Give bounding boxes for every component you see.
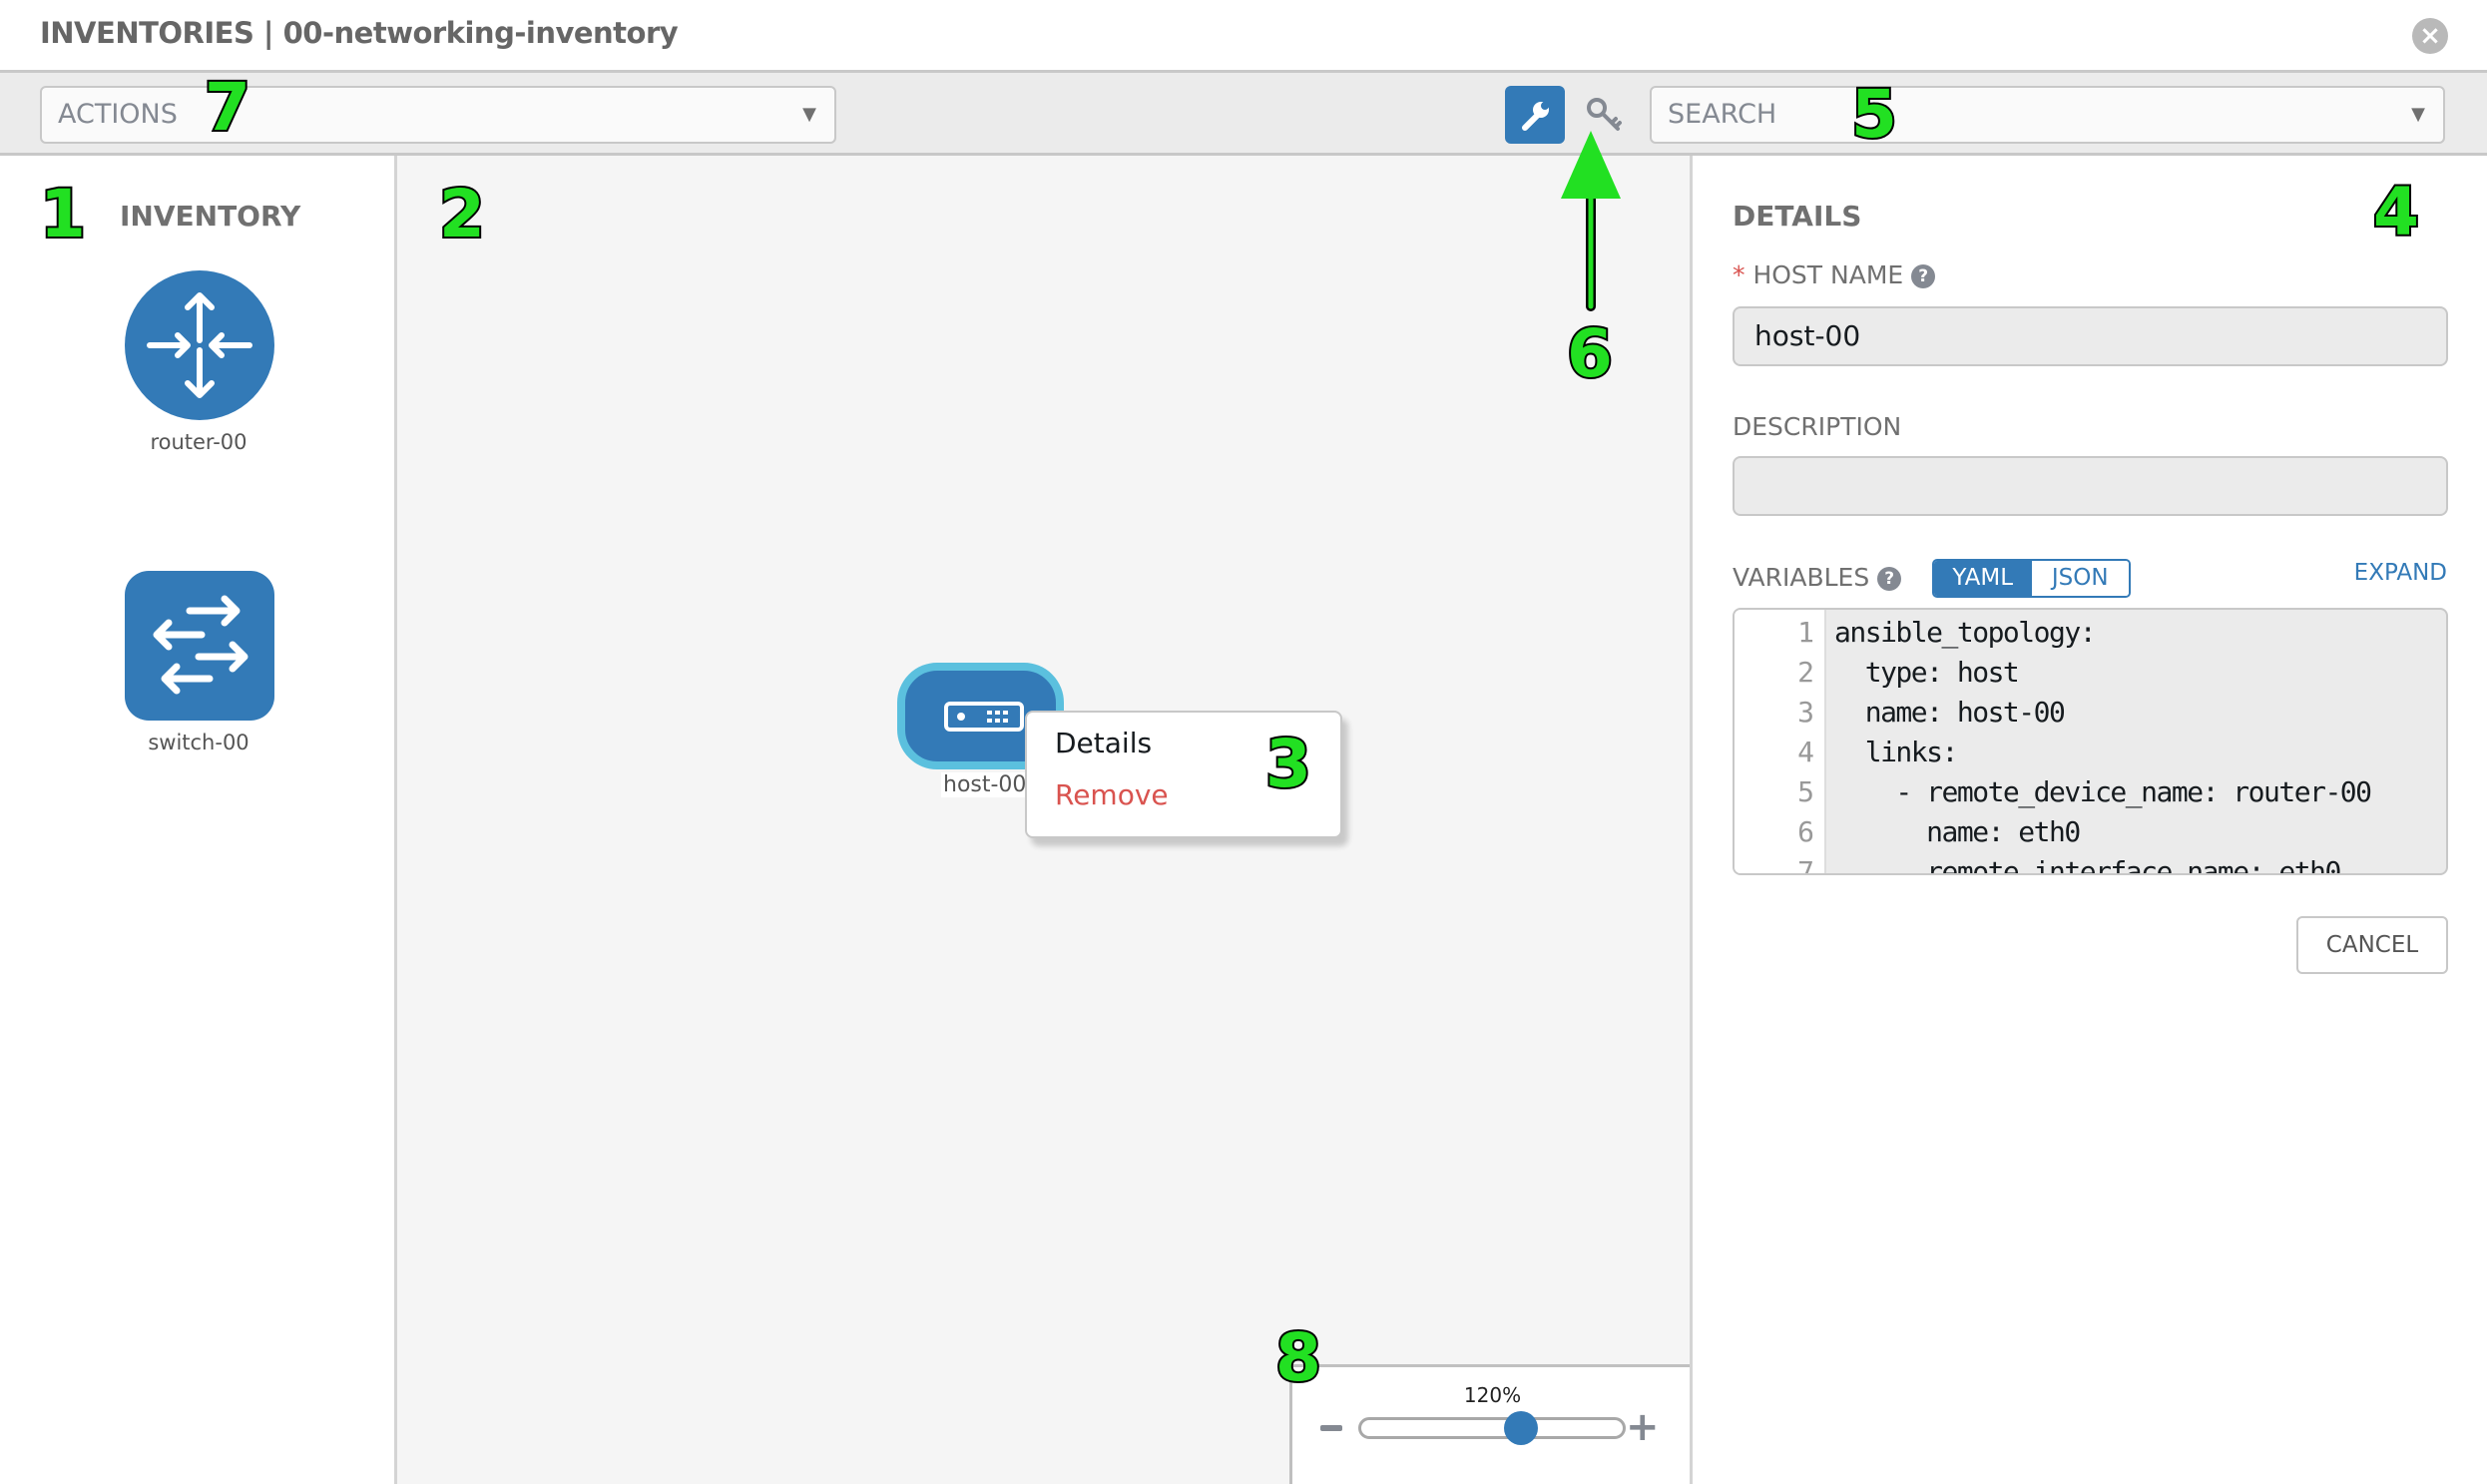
json-toggle[interactable]: JSON <box>2031 561 2129 596</box>
inventory-title: INVENTORY <box>120 200 301 233</box>
search-placeholder: SEARCH <box>1668 99 1777 130</box>
code-line: name: host-00 <box>1834 696 2066 729</box>
annotation-7: 7 <box>203 69 252 146</box>
context-menu: Details Remove <box>1025 711 1342 838</box>
code-line: remote_interface_name: eth0 <box>1834 855 2341 875</box>
actions-placeholder: ACTIONS <box>58 99 178 130</box>
zoom-control: 120% + <box>1289 1364 1690 1484</box>
required-mark: * <box>1733 260 1745 289</box>
expand-link[interactable]: EXPAND <box>2353 560 2447 586</box>
annotation-4: 4 <box>2371 174 2421 250</box>
line-number: 4 <box>1797 736 1814 768</box>
host-name-input[interactable]: host-00 <box>1733 306 2448 366</box>
line-number: 7 <box>1797 855 1814 875</box>
variables-text: VARIABLES <box>1733 563 1870 592</box>
inventory-panel: INVENTORY router-00 switch-00 <box>0 156 397 1484</box>
line-number: 3 <box>1797 696 1814 729</box>
line-number-gutter: 1 2 3 4 5 6 7 <box>1735 610 1826 875</box>
zoom-slider-handle[interactable] <box>1504 1411 1538 1445</box>
line-number: 6 <box>1797 815 1814 848</box>
annotation-2: 2 <box>437 176 487 252</box>
wrench-icon[interactable] <box>1505 86 1565 144</box>
zoom-in-icon[interactable]: + <box>1626 1404 1660 1450</box>
topology-canvas[interactable]: host-00 Details Remove 120% + <box>397 156 1690 1484</box>
zoom-out-icon[interactable] <box>1320 1425 1342 1431</box>
zoom-level: 120% <box>1463 1383 1522 1407</box>
annotation-1: 1 <box>38 176 88 252</box>
host-label: host-00 <box>941 772 1029 797</box>
code-line: type: host <box>1834 656 2020 689</box>
server-icon <box>944 702 1024 732</box>
zoom-slider[interactable] <box>1358 1417 1626 1439</box>
actions-dropdown[interactable]: ACTIONS ▼ <box>40 86 836 144</box>
key-icon[interactable] <box>1582 93 1626 137</box>
annotation-6: 6 <box>1565 315 1615 392</box>
context-menu-remove[interactable]: Remove <box>1055 778 1169 811</box>
annotation-8: 8 <box>1273 1319 1323 1396</box>
description-label: DESCRIPTION <box>1733 412 1902 441</box>
annotation-5: 5 <box>1849 76 1899 153</box>
code-line: name: eth0 <box>1834 815 2081 848</box>
search-dropdown[interactable]: SEARCH ▼ <box>1650 86 2445 144</box>
close-icon[interactable]: × <box>2412 18 2448 54</box>
help-icon[interactable]: ? <box>1911 264 1936 288</box>
router-label: router-00 <box>150 430 248 454</box>
details-title: DETAILS <box>1733 200 1862 233</box>
variables-label: VARIABLES? <box>1733 563 1902 592</box>
line-number: 1 <box>1797 616 1814 649</box>
chevron-down-icon: ▼ <box>2411 104 2425 125</box>
line-number: 5 <box>1797 775 1814 808</box>
cancel-button[interactable]: CANCEL <box>2296 916 2448 974</box>
context-menu-details[interactable]: Details <box>1055 727 1153 759</box>
host-name-label: * HOST NAME? <box>1733 260 1936 289</box>
help-icon[interactable]: ? <box>1877 567 1902 591</box>
code-line: - remote_device_name: router-00 <box>1834 775 2372 808</box>
toolbar: ACTIONS ▼ SEARCH ▼ <box>0 73 2487 156</box>
page-title: INVENTORIES | 00-networking-inventory <box>40 16 679 50</box>
variables-editor[interactable]: 1 2 3 4 5 6 7 ansible_topology: type: host nam… <box>1733 608 2448 875</box>
format-toggle: YAML JSON <box>1932 559 2131 598</box>
code-line: links: <box>1834 736 1959 768</box>
switch-icon[interactable] <box>125 571 274 721</box>
chevron-down-icon: ▼ <box>802 104 816 125</box>
details-panel: DETAILS * HOST NAME? host-00 DESCRIPTION… <box>1690 156 2487 1484</box>
annotation-arrow-icon <box>1561 131 1621 311</box>
switch-label: switch-00 <box>148 731 249 754</box>
title-bar: INVENTORIES | 00-networking-inventory × <box>0 0 2487 73</box>
host-name-text: HOST NAME <box>1752 260 1904 289</box>
annotation-3: 3 <box>1263 726 1313 802</box>
line-number: 2 <box>1797 656 1814 689</box>
router-icon[interactable] <box>125 270 274 420</box>
code-line: ansible_topology: <box>1834 616 2097 649</box>
description-input[interactable] <box>1733 456 2448 516</box>
yaml-toggle[interactable]: YAML <box>1934 561 2032 596</box>
